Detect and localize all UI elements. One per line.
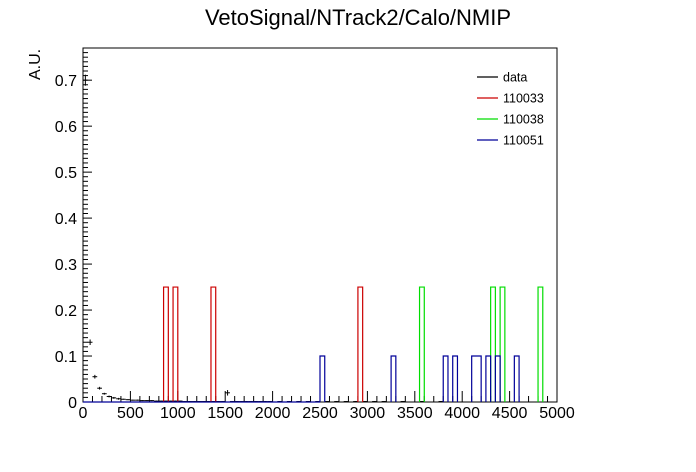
y-tick-label: 0.5	[55, 165, 77, 182]
legend-entry-data: data	[477, 71, 527, 85]
legend-label: 110051	[503, 134, 544, 148]
data-point	[87, 339, 93, 345]
y-tick-label: 0.1	[55, 349, 77, 366]
data-point	[324, 401, 330, 403]
data-point	[163, 400, 169, 402]
data-point	[97, 386, 102, 390]
data-point	[154, 400, 159, 402]
y-tick-label: 0.2	[55, 303, 77, 320]
x-tick-label: 1000	[160, 405, 196, 422]
data-point	[101, 392, 107, 395]
data-point	[177, 400, 183, 402]
data-point	[343, 401, 349, 403]
series-110038	[418, 286, 544, 402]
series-data	[83, 74, 444, 403]
data-point	[362, 401, 368, 403]
x-tick-label: 5000	[539, 405, 575, 422]
y-tick-label: 0.4	[55, 211, 77, 228]
data-point	[438, 401, 444, 403]
data-point	[130, 399, 136, 401]
hist-bar-110051	[485, 355, 492, 402]
hist-bar-110051	[452, 355, 459, 402]
legend-label: 110038	[503, 113, 544, 127]
data-point	[120, 398, 126, 400]
data-point	[149, 400, 155, 402]
y-tick-label: 0.3	[55, 257, 77, 274]
y-tick-label: 0.6	[55, 119, 77, 136]
data-point	[372, 401, 377, 403]
hist-bar-110033	[357, 286, 364, 402]
x-tick-label: 4000	[444, 405, 480, 422]
hist-bar-110038	[490, 286, 496, 402]
hist-bar-110033	[210, 286, 217, 402]
legend-entry-110033: 110033	[477, 92, 544, 106]
x-tick-label: 3000	[350, 405, 386, 422]
data-point	[419, 401, 425, 403]
data-point	[139, 400, 145, 402]
x-tick-label: 4500	[492, 405, 528, 422]
hist-bar-110038	[418, 286, 425, 402]
data-point	[334, 401, 339, 403]
y-axis-title: A.U.	[27, 49, 44, 80]
legend-label: 110033	[503, 92, 544, 106]
data-point	[168, 400, 174, 402]
data-point	[173, 400, 178, 402]
chart-title: VetoSignal/NTrack2/Calo/NMIP	[205, 5, 511, 30]
data-point	[225, 390, 230, 396]
x-tick-label: 2000	[255, 405, 291, 422]
legend-entry-110051: 110051	[477, 134, 544, 148]
data-point	[92, 374, 98, 379]
hist-bar-110033	[172, 286, 179, 402]
hist-bar-110051	[319, 355, 326, 402]
hist-bar-110051	[494, 355, 501, 402]
data-point	[135, 399, 140, 401]
hist-bar-110038	[537, 286, 544, 402]
series-110033	[162, 286, 364, 402]
hist-bar-110038	[499, 286, 506, 402]
data-point	[381, 401, 387, 403]
x-tick-labels: 0 500 1000 1500 2000 2500 3000 3500 4000 4500 5000	[79, 405, 575, 422]
axis-ticks	[82, 52, 558, 403]
hist-bar-110051	[442, 355, 449, 402]
hist-bar-110051	[471, 355, 482, 402]
data-point	[83, 74, 88, 86]
data-point	[353, 401, 358, 403]
x-tick-label: 500	[117, 405, 144, 422]
legend: data 110033 110038 110051	[477, 71, 544, 148]
legend-label: data	[503, 71, 527, 85]
hist-bar-110051	[390, 355, 397, 402]
series-layer	[83, 74, 544, 403]
hist-bar-110033	[162, 286, 169, 402]
data-point	[125, 399, 131, 401]
plot-frame	[82, 47, 558, 403]
x-tick-label: 2500	[302, 405, 338, 422]
x-tick-label: 3500	[397, 405, 433, 422]
data-point	[106, 395, 112, 398]
legend-entry-110038: 110038	[477, 113, 544, 127]
data-point	[144, 400, 150, 402]
x-tick-label: 0	[79, 405, 88, 422]
y-tick-label: 0	[68, 395, 77, 412]
data-point	[111, 396, 117, 399]
y-tick-labels: 0 0.1 0.2 0.3 0.4 0.5 0.6 0.7	[55, 73, 77, 412]
y-tick-label: 0.7	[55, 73, 77, 90]
hist-bar-110051	[513, 355, 520, 402]
series-110051	[83, 355, 520, 403]
data-point	[116, 397, 121, 400]
x-tick-label: 1500	[207, 405, 243, 422]
data-point	[158, 400, 164, 402]
data-point	[400, 401, 406, 403]
